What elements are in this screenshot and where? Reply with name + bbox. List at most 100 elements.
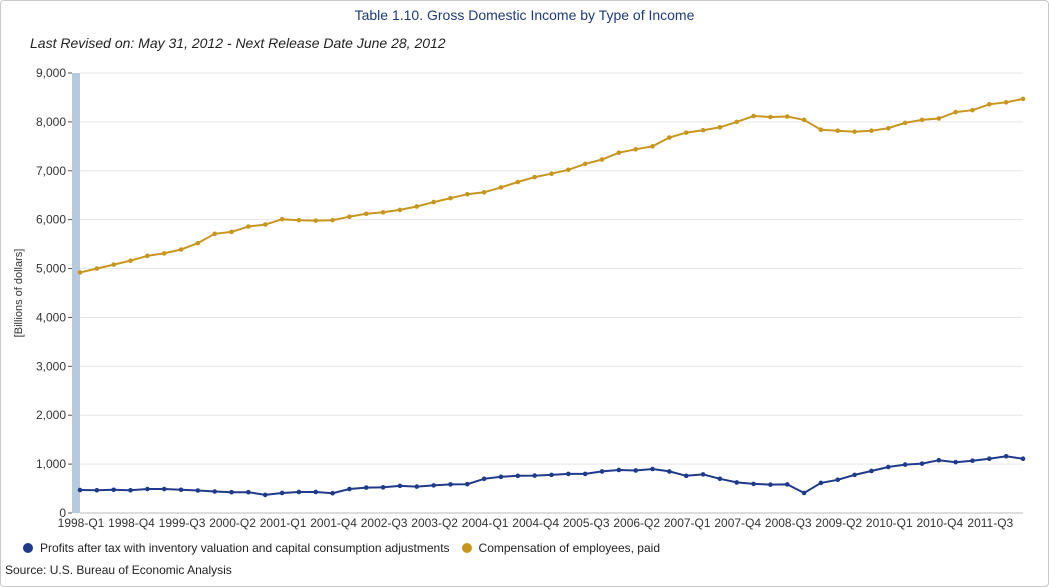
data-point[interactable]: [94, 487, 100, 493]
data-point[interactable]: [835, 128, 841, 133]
data-point[interactable]: [498, 185, 504, 190]
data-point[interactable]: [465, 191, 470, 197]
data-point[interactable]: [549, 472, 554, 478]
data-point[interactable]: [953, 109, 958, 115]
data-point[interactable]: [397, 207, 403, 213]
data-point[interactable]: [178, 487, 184, 493]
data-point[interactable]: [667, 469, 672, 474]
data-point[interactable]: [212, 231, 218, 237]
data-point[interactable]: [818, 480, 824, 486]
data-point[interactable]: [128, 258, 133, 264]
data-point[interactable]: [296, 217, 302, 223]
data-point[interactable]: [751, 113, 756, 119]
data-point[interactable]: [77, 270, 83, 275]
data-point[interactable]: [869, 128, 874, 133]
data-point[interactable]: [161, 251, 167, 256]
data-point[interactable]: [111, 262, 116, 267]
data-point[interactable]: [616, 467, 622, 473]
data-point[interactable]: [700, 127, 706, 133]
data-point[interactable]: [262, 222, 268, 227]
data-point[interactable]: [835, 477, 841, 483]
data-point[interactable]: [667, 135, 672, 140]
data-point[interactable]: [111, 487, 116, 493]
data-point[interactable]: [818, 127, 824, 133]
data-point[interactable]: [515, 179, 521, 185]
data-point[interactable]: [987, 456, 992, 462]
data-point[interactable]: [498, 474, 504, 480]
data-point[interactable]: [936, 116, 942, 121]
data-point[interactable]: [852, 472, 857, 478]
data-point[interactable]: [128, 487, 133, 493]
data-point[interactable]: [549, 171, 554, 177]
data-point[interactable]: [970, 107, 975, 113]
data-point[interactable]: [633, 468, 638, 473]
data-point[interactable]: [970, 458, 975, 463]
data-point[interactable]: [987, 101, 992, 107]
data-point[interactable]: [330, 217, 335, 223]
data-point[interactable]: [363, 485, 369, 490]
data-point[interactable]: [296, 489, 302, 495]
data-point[interactable]: [751, 481, 756, 487]
data-point[interactable]: [532, 174, 537, 180]
data-point[interactable]: [246, 489, 251, 495]
data-point[interactable]: [431, 199, 436, 205]
data-point[interactable]: [330, 490, 335, 496]
data-point[interactable]: [717, 124, 723, 130]
data-point[interactable]: [347, 214, 352, 220]
data-point[interactable]: [885, 125, 891, 131]
data-point[interactable]: [448, 482, 453, 487]
data-point[interactable]: [953, 459, 958, 465]
data-point[interactable]: [885, 464, 891, 470]
data-point[interactable]: [599, 157, 605, 162]
data-point[interactable]: [683, 473, 689, 479]
data-point[interactable]: [734, 480, 740, 485]
data-point[interactable]: [145, 486, 150, 492]
data-point[interactable]: [784, 114, 790, 119]
data-point[interactable]: [229, 489, 234, 495]
data-point[interactable]: [566, 167, 571, 173]
data-point[interactable]: [1003, 453, 1009, 459]
data-point[interactable]: [347, 486, 352, 492]
data-point[interactable]: [77, 487, 83, 493]
data-point[interactable]: [431, 483, 436, 488]
data-point[interactable]: [262, 492, 268, 498]
data-point[interactable]: [902, 462, 908, 467]
data-point[interactable]: [599, 469, 605, 474]
data-point[interactable]: [94, 266, 100, 271]
data-point[interactable]: [1020, 456, 1026, 462]
data-point[interactable]: [532, 473, 537, 478]
data-point[interactable]: [902, 120, 908, 126]
data-point[interactable]: [616, 150, 622, 155]
data-point[interactable]: [717, 476, 723, 482]
data-point[interactable]: [700, 472, 706, 477]
data-point[interactable]: [919, 117, 925, 123]
data-point[interactable]: [936, 457, 942, 463]
data-point[interactable]: [481, 189, 487, 195]
data-point[interactable]: [448, 195, 453, 201]
data-point[interactable]: [515, 473, 521, 479]
data-point[interactable]: [734, 119, 740, 125]
data-point[interactable]: [1003, 100, 1009, 105]
data-point[interactable]: [279, 216, 285, 222]
data-point[interactable]: [414, 204, 420, 209]
data-point[interactable]: [465, 481, 470, 487]
data-point[interactable]: [650, 144, 655, 149]
data-point[interactable]: [768, 482, 773, 487]
data-point[interactable]: [768, 114, 773, 120]
data-point[interactable]: [397, 483, 403, 489]
data-point[interactable]: [784, 482, 790, 487]
legend-item-profits[interactable]: Profits after tax with inventory valuati…: [23, 541, 450, 555]
data-point[interactable]: [481, 476, 487, 482]
data-point[interactable]: [633, 146, 638, 152]
data-point[interactable]: [869, 468, 874, 474]
data-point[interactable]: [919, 461, 925, 466]
legend-item-compensation[interactable]: Compensation of employees, paid: [461, 541, 660, 555]
data-point[interactable]: [145, 253, 150, 259]
data-point[interactable]: [195, 488, 201, 493]
data-point[interactable]: [852, 129, 857, 134]
data-point[interactable]: [363, 211, 369, 217]
data-point[interactable]: [313, 218, 319, 223]
data-point[interactable]: [566, 471, 571, 477]
data-point[interactable]: [683, 130, 689, 135]
data-point[interactable]: [582, 471, 588, 477]
